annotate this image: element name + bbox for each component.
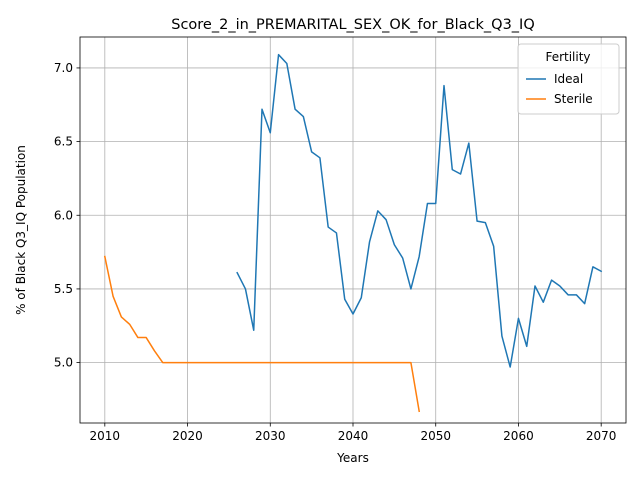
legend-box [517, 43, 620, 115]
chart-title: Score_2_in_PREMARITAL_SEX_OK_for_Black_Q… [171, 17, 535, 33]
series-line-sterile [103, 255, 421, 413]
x-axis-label: Years [336, 451, 369, 465]
x-tick-label: 2040 [338, 429, 369, 443]
x-tick-label: 2020 [172, 429, 203, 443]
y-tick-label: 6.0 [54, 208, 73, 222]
y-tick-label: 5.5 [54, 282, 73, 296]
x-tick-label: 2070 [586, 429, 617, 443]
y-tick-label: 7.0 [54, 61, 73, 75]
legend: Fertility Ideal Sterile [517, 43, 620, 115]
x-tick-label: 2050 [420, 429, 451, 443]
y-tick-label: 5.0 [54, 356, 73, 370]
y-axis-label: % of Black Q3_IQ Population [14, 145, 28, 315]
legend-label-ideal: Ideal [554, 72, 583, 86]
series-line-ideal [236, 53, 603, 368]
x-tick-label: 2030 [255, 429, 286, 443]
axis-ticks: 2010 2020 2030 2040 2050 2060 2070 5.0 5.5 6.0 6.5… [54, 61, 617, 443]
x-tick-label: 2010 [90, 429, 121, 443]
x-tick-label: 2060 [503, 429, 534, 443]
legend-title: Fertility [545, 50, 590, 64]
legend-label-sterile: Sterile [554, 92, 593, 106]
series-layer [103, 53, 603, 413]
y-tick-label: 6.5 [54, 135, 73, 149]
